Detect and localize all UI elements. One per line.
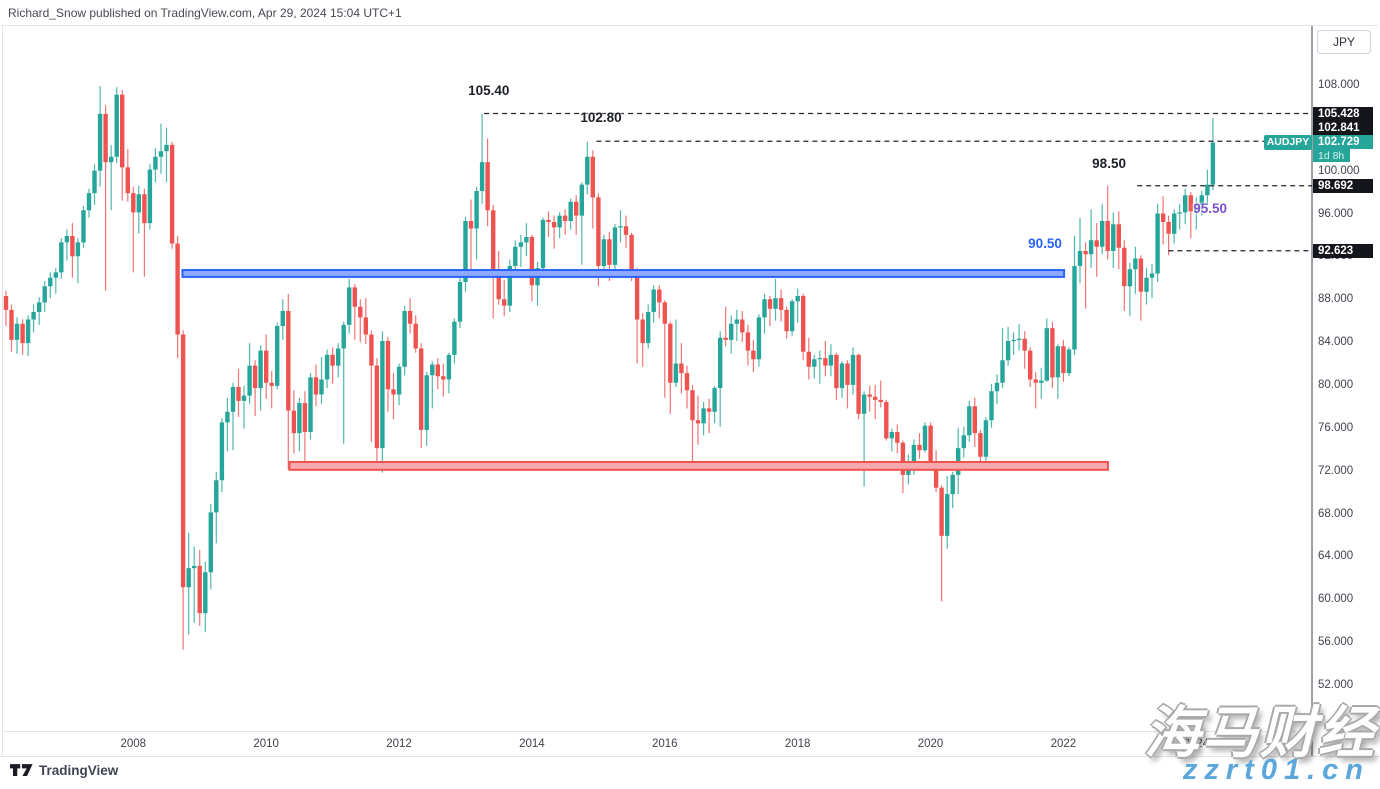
symbol-tag-label: AUDJPY (1266, 136, 1310, 149)
price-annotation[interactable]: 105.40 (468, 82, 510, 98)
candle-path (14, 94, 1216, 614)
tradingview-brand-text: TradingView (39, 763, 119, 778)
frame-bottom (0, 756, 1380, 757)
price-tick: 68.000 (1318, 507, 1354, 520)
price-tick: 64.000 (1318, 550, 1354, 563)
watermark-site-text: zzrt01.cn (1182, 754, 1370, 786)
symbol-price-tag: AUDJPY (1264, 134, 1312, 150)
year-tick: 2024 (1183, 738, 1210, 750)
price-tick: 60.000 (1318, 593, 1354, 606)
current-price-label: 102.729 (1313, 135, 1373, 150)
currency-label: JPY (1332, 35, 1355, 49)
price-tick: 108.000 (1318, 79, 1360, 91)
level-band-support-72.50[interactable] (288, 461, 1109, 471)
price-axis-separator (1311, 26, 1313, 756)
price-annotation[interactable]: 102.80 (580, 110, 622, 126)
price-tick: 76.000 (1318, 421, 1354, 434)
year-tick: 2016 (652, 738, 678, 750)
price-tick: 72.000 (1318, 464, 1354, 477)
tradingview-logo-icon (10, 764, 33, 777)
price-tick: 88.000 (1318, 293, 1354, 306)
year-tick: 2008 (120, 738, 147, 750)
price-level-label: 92.623 (1313, 243, 1373, 258)
frame-left (2, 25, 3, 756)
year-tick: 2014 (519, 738, 545, 750)
tradingview-branding[interactable]: TradingView (10, 763, 118, 778)
price-annotation[interactable]: 90.50 (1028, 236, 1062, 252)
price-tick: 80.000 (1318, 378, 1354, 391)
candle-path (16, 86, 1214, 635)
price-tick: 56.000 (1318, 636, 1354, 649)
price-annotation[interactable]: 98.50 (1092, 155, 1126, 171)
price-tick: 52.000 (1318, 678, 1354, 691)
candle-path (3, 94, 1193, 614)
year-tick: 2012 (386, 738, 412, 750)
currency-toggle-button[interactable]: JPY (1317, 30, 1371, 54)
price-level-label: 105.428 (1313, 106, 1373, 121)
price-level-label: 98.692 (1313, 178, 1373, 193)
year-tick: 2018 (784, 738, 811, 750)
year-tick: 2010 (253, 738, 279, 750)
time-axis-separator (2, 731, 1312, 732)
year-tick: 2022 (1050, 738, 1077, 750)
publish-attribution: Richard_Snow published on TradingView.co… (8, 6, 402, 20)
level-band-resistance-90.50[interactable] (181, 269, 1066, 278)
year-tick: 2020 (917, 738, 944, 750)
price-tick: 84.000 (1318, 336, 1354, 349)
price-tick: 96.000 (1318, 207, 1354, 220)
watermark-cjk-text: 海马财经 (1144, 701, 1376, 764)
price-level-label: 102.841 (1313, 121, 1373, 136)
frame-top (2, 25, 1378, 26)
price-annotation[interactable]: 95.50 (1193, 200, 1228, 216)
price-tick: 100.000 (1318, 164, 1360, 177)
bar-countdown-label: 1d 8h (1313, 149, 1350, 163)
